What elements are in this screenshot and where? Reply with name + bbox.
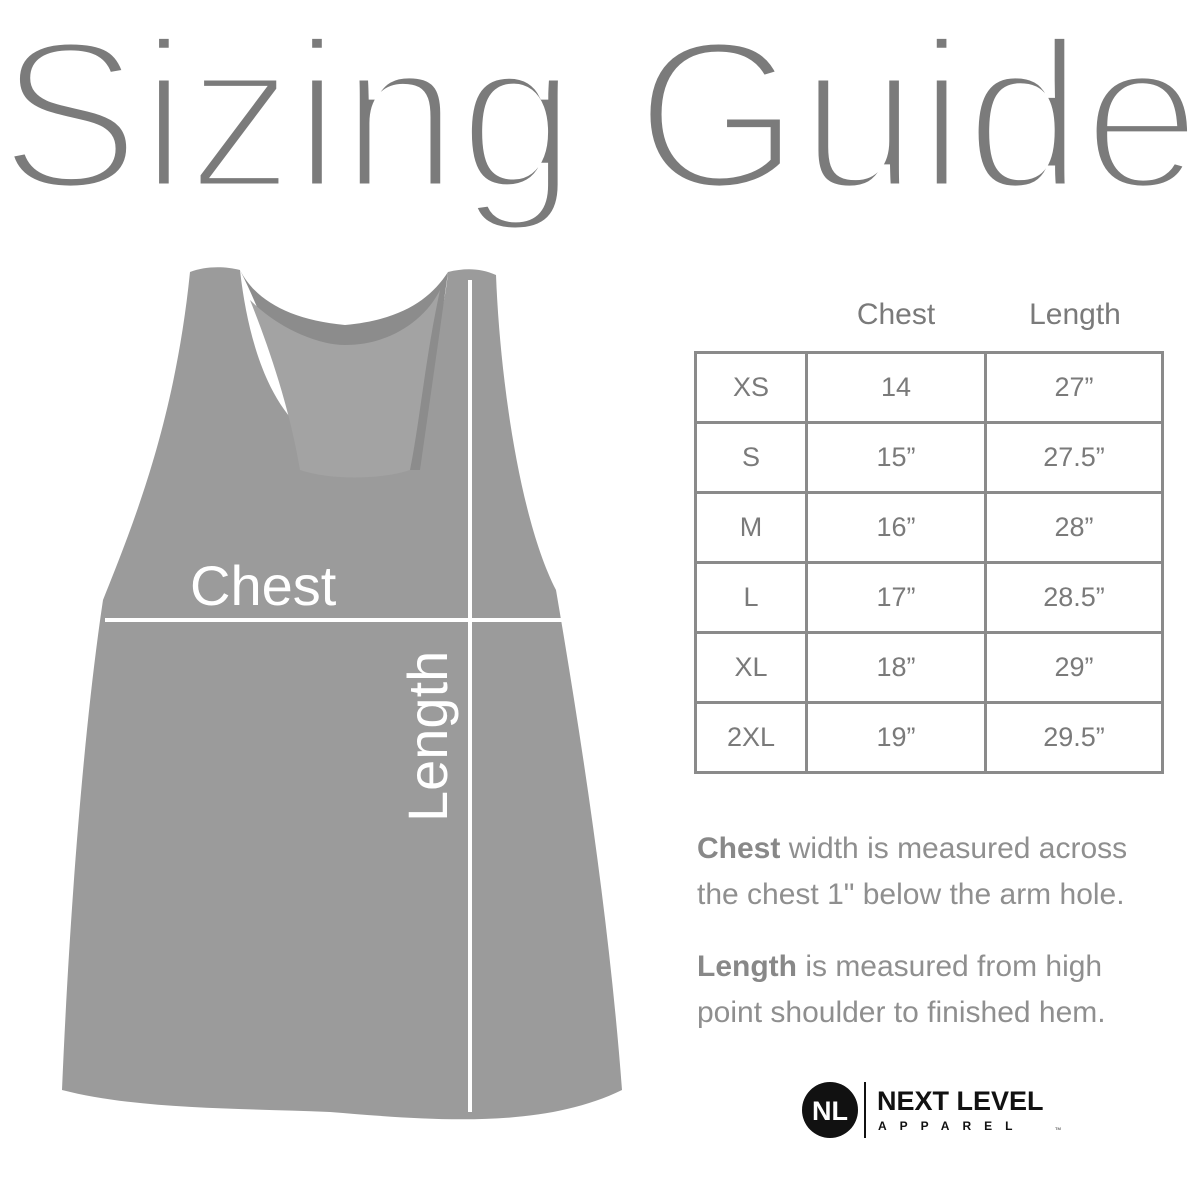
racerback-shadow <box>250 290 440 478</box>
next-level-apparel-logo: NL NEXT LEVEL APPAREL TM <box>802 1082 1061 1138</box>
column-header-chest: Chest <box>856 298 936 331</box>
chest-note: Chest width is measured across the chest… <box>697 826 1177 918</box>
cell-chest: 15” <box>805 421 987 494</box>
cell-size: M <box>694 491 808 564</box>
cell-length: 29” <box>984 631 1164 704</box>
tank-top-illustration: Chest Length <box>62 267 622 1120</box>
cell-chest: 19” <box>805 701 987 774</box>
table-row: XL 18” 29” <box>694 631 1164 704</box>
logo-circle-icon <box>802 1082 858 1138</box>
table-row: M 16” 28” <box>694 491 1164 564</box>
length-label: Length <box>396 651 459 822</box>
cell-length: 28” <box>984 491 1164 564</box>
size-table: XS 14 27” S 15” 27.5” M 16” 28” L 17” 28.5” XL 18” 29”… <box>694 351 1164 774</box>
table-row: XS 14 27” <box>694 351 1164 424</box>
cell-chest: 16” <box>805 491 987 564</box>
cell-chest: 14 <box>805 351 987 424</box>
logo-divider <box>864 1082 866 1138</box>
cell-chest: 17” <box>805 561 987 634</box>
cell-length: 28.5” <box>984 561 1164 634</box>
logo-mark: NL <box>812 1096 848 1126</box>
cell-length: 27.5” <box>984 421 1164 494</box>
table-row: 2XL 19” 29.5” <box>694 701 1164 774</box>
length-note: Length is measured from high point shoul… <box>697 944 1157 1036</box>
table-row: S 15” 27.5” <box>694 421 1164 494</box>
cell-length: 27” <box>984 351 1164 424</box>
cell-size: S <box>694 421 808 494</box>
cell-size: L <box>694 561 808 634</box>
cell-chest: 18” <box>805 631 987 704</box>
chest-label: Chest <box>190 554 337 617</box>
cell-length: 29.5” <box>984 701 1164 774</box>
chest-note-text: width is measured across the chest 1" be… <box>697 832 1128 911</box>
length-note-bold: Length <box>697 950 797 983</box>
logo-tm: TM <box>1055 1126 1061 1131</box>
length-note-text: is measured from high point shoulder to … <box>697 950 1106 1029</box>
tank-body <box>62 267 622 1120</box>
page-title: Sizing Guide <box>0 0 1200 238</box>
column-header-length: Length <box>1029 298 1121 331</box>
chest-note-bold: Chest <box>697 832 781 865</box>
logo-sub: APPAREL <box>878 1119 1025 1133</box>
svg-text:Sizing Guide: Sizing Guide <box>0 0 1200 233</box>
cell-size: 2XL <box>694 701 808 774</box>
cell-size: XL <box>694 631 808 704</box>
cell-size: XS <box>694 351 808 424</box>
logo-name: NEXT LEVEL <box>877 1086 1044 1116</box>
table-row: L 17” 28.5” <box>694 561 1164 634</box>
